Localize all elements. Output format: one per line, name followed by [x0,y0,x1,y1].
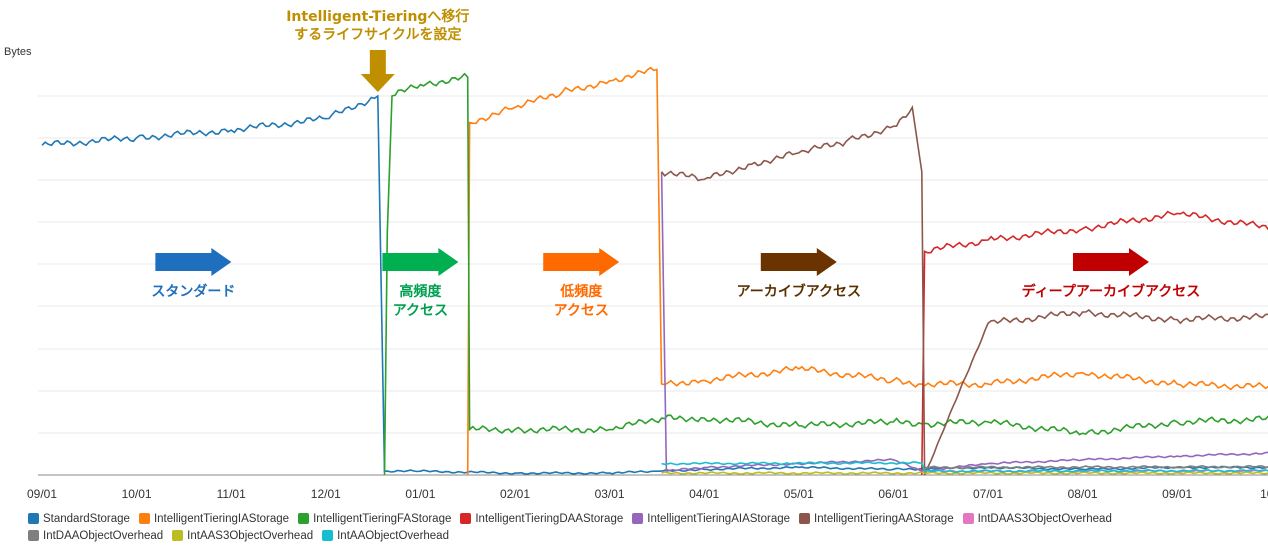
phase-arrow-4 [760,248,837,276]
legend-label: IntDAAObjectOverhead [43,529,164,542]
legend-item-IntelligentTieringAIAStorage[interactable]: IntelligentTieringAIAStorage [632,510,790,527]
legend-item-IntDAAObjectOverhead[interactable]: IntDAAObjectOverhead [28,527,163,544]
x-tick-label: 09/01 [1162,487,1192,501]
x-tick-label: 08/01 [1068,487,1098,501]
legend-label: IntDAAS3ObjectOverhead [977,512,1112,525]
phase-arrow-2 [382,248,459,276]
series-line-IntelligentTieringFAStorage [383,72,1268,476]
legend-swatch [460,513,472,524]
x-tick-label: 10/01 [122,487,152,501]
legend-item-IntelligentTieringAAStorage[interactable]: IntelligentTieringAAStorage [799,510,954,527]
line-chart: 09/01 10/01 11/01 12/01 01/01 02/01 03/01 04/01… [27,8,1268,501]
phase-label-5: ディープアーカイブアクセス [1022,283,1201,300]
phase-label-3: 低頻度 [559,283,603,300]
legend-label: IntelligentTieringDAAStorage [475,512,624,525]
x-tick-label: 05/01 [784,487,814,501]
series-line-IntelligentTieringAIAStorage [660,171,1268,473]
x-tick-label: 04/01 [689,487,719,501]
x-tick-label: 02/01 [500,487,530,501]
legend-swatch [28,513,39,524]
series-line-IntelligentTieringDAAStorage [921,210,1268,476]
phase-label-1: スタンダード [151,283,235,300]
x-tick-label: 07/01 [973,487,1003,501]
legend-item-StandardStorage[interactable]: StandardStorage [28,510,130,527]
legend-label: IntAAS3ObjectOverhead [187,529,314,542]
x-tick-label: 11/01 [217,487,246,501]
series-line-IntelligentTieringAAStorage [660,105,1268,476]
legend-item-IntAAS3ObjectOverhead[interactable]: IntAAS3ObjectOverhead [172,527,313,544]
legend-label: IntelligentTieringFAStorage [313,512,452,525]
phase-arrow-1 [155,248,232,276]
legend-label: IntelligentTieringAAStorage [814,512,954,525]
x-tick-label: 10/0 [1260,487,1268,501]
x-tick-label: 12/01 [311,487,341,501]
legend-swatch [799,513,811,524]
annotation-lifecycle-line2: するライフサイクルを設定 [294,26,461,43]
annotation-down-arrow [360,50,395,92]
legend-swatch [962,513,974,524]
series-line-IntAAS3ObjectOverhead [661,471,1268,476]
phase-label-3-line2: アクセス [554,303,609,319]
legend-swatch [322,530,334,541]
legend-swatch [28,530,39,541]
phase-label-2: 高頻度 [399,283,442,300]
legend-label: IntelligentTieringAIAStorage [647,512,791,525]
series-line-IntAAObjectOverhead [661,461,1268,474]
series-line-IntDAAObjectOverhead [924,464,1268,470]
legend-swatch [172,530,184,541]
legend-swatch [298,513,310,524]
legend-item-IntelligentTieringFAStorage[interactable]: IntelligentTieringFAStorage [298,510,451,527]
series-line-StandardStorage [41,94,1268,476]
legend-swatch [138,513,150,524]
phase-label-2-line2: アクセス [393,303,448,319]
legend-item-IntAAObjectOverhead[interactable]: IntAAObjectOverhead [322,527,449,544]
x-tick-label: 01/01 [405,487,435,501]
legend-swatch [632,513,644,524]
legend-item-IntelligentTieringIAStorage[interactable]: IntelligentTieringIAStorage [138,510,290,527]
phase-arrow-3 [543,248,620,276]
series-line-IntelligentTieringIAStorage [466,66,1268,476]
phase-label-4: アーカイブアクセス [737,283,861,300]
legend-item-IntelligentTieringDAAStorage[interactable]: IntelligentTieringDAAStorage [460,510,623,527]
legend-label: IntelligentTieringIAStorage [153,512,290,525]
phase-arrow-5 [1072,248,1149,276]
x-tick-label: 06/01 [878,487,908,501]
annotation-lifecycle-line1: Intelligent-Tieringへ移行 [286,8,469,25]
legend-item-IntDAAS3ObjectOverhead[interactable]: IntDAAS3ObjectOverhead [962,510,1112,527]
y-axis-label: Bytes [4,46,32,58]
legend-label: StandardStorage [43,512,130,525]
x-tick-label: 09/01 [27,487,57,501]
legend: StandardStorage IntelligentTieringIAStora… [28,510,1258,544]
x-tick-label: 03/01 [595,487,625,501]
legend-label: IntAAObjectOverhead [337,529,449,542]
